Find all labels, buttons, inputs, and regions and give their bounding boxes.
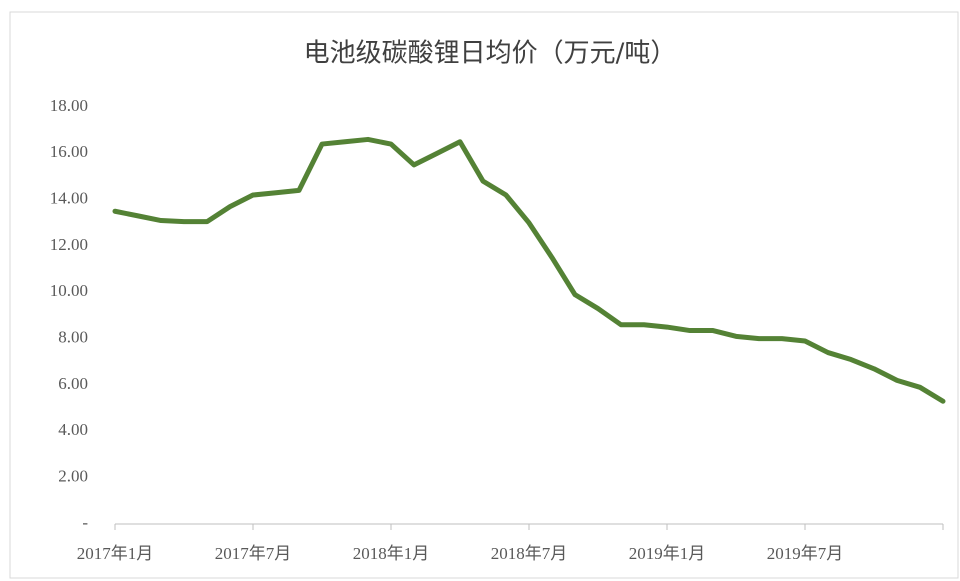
y-tick-label: 4.00 [58,420,88,439]
x-tick-label: 2017年7月 [215,544,292,563]
y-tick-label: 8.00 [58,328,88,347]
x-tick-label: 2017年1月 [77,544,154,563]
y-tick-label: - [82,513,88,532]
chart-title: 电池级碳酸锂日均价（万元/吨） [304,39,677,69]
x-tick-label: 2018年1月 [353,544,430,563]
y-tick-label: 10.00 [50,281,88,300]
y-tick-label: 16.00 [50,142,88,161]
chart-frame [9,11,959,579]
y-tick-label: 14.00 [50,189,88,208]
y-tick-label: 12.00 [50,235,88,254]
x-tick-label: 2018年7月 [491,544,568,563]
y-tick-label: 18.00 [50,96,88,115]
y-tick-label: 2.00 [58,467,88,486]
y-tick-label: 6.00 [58,374,88,393]
x-tick-label: 2019年1月 [629,544,706,563]
data-line [112,136,946,404]
x-tick-label: 2019年7月 [767,544,844,563]
